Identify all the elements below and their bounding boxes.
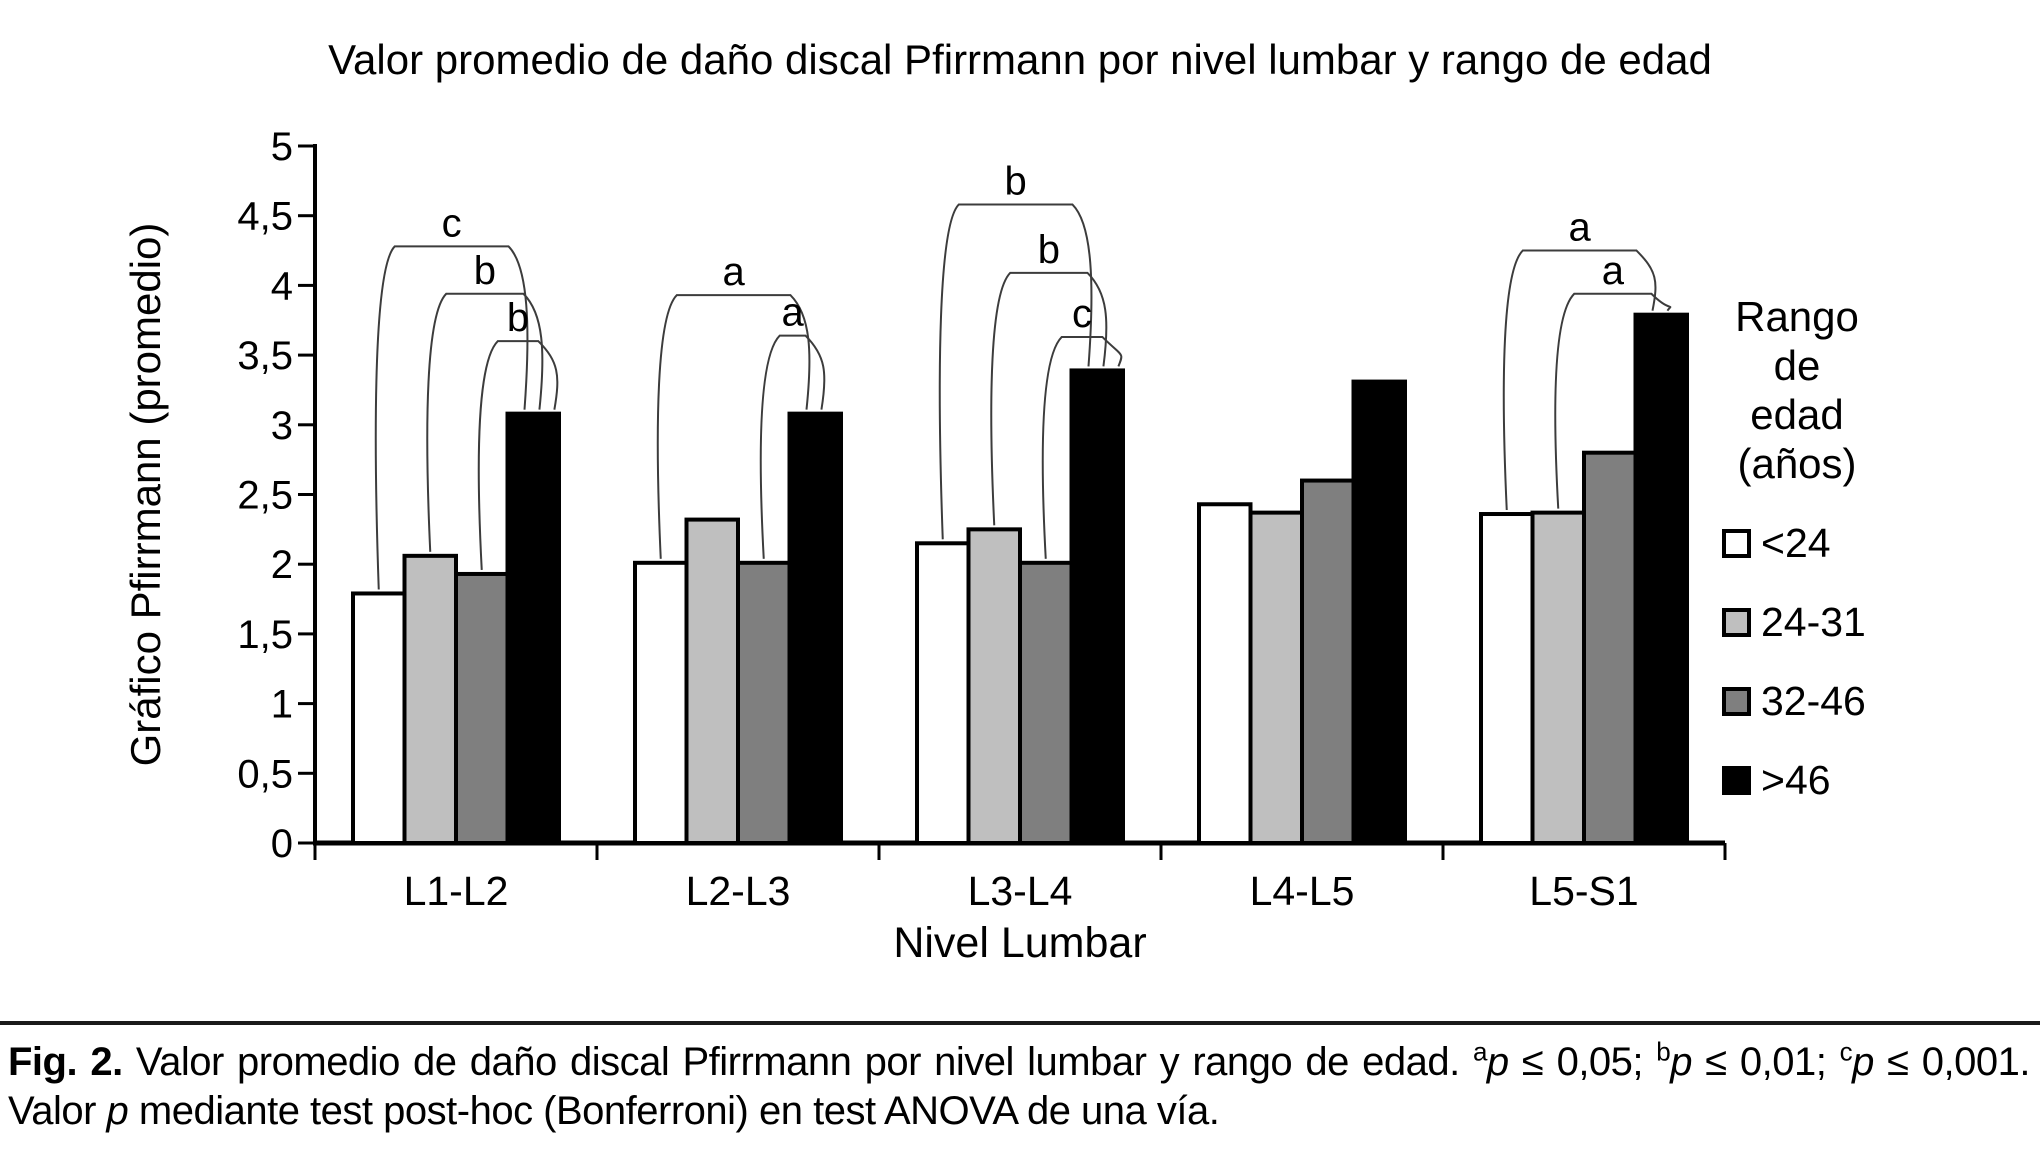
- legend-title: Rango de edad (años): [1722, 292, 1872, 488]
- bar-L3-L4-<24: [915, 541, 971, 845]
- caption-segment: ≤ 0,01;: [1691, 1040, 1840, 1084]
- significance-bracket: [990, 271, 1108, 526]
- bar-L4-L5-24-31: [1248, 510, 1304, 845]
- legend-label: >46: [1761, 757, 1831, 803]
- y-tick-label: 2: [271, 543, 293, 587]
- caption-segment: mediante test post-hoc (Bonferroni) en t…: [128, 1089, 1220, 1133]
- bar-L1-L2->46: [505, 411, 561, 845]
- bar-L3-L4-24-31: [966, 527, 1022, 845]
- significance-letter: a: [722, 250, 745, 294]
- significance-bracket: [477, 340, 559, 571]
- x-category-label: L2-L3: [686, 868, 791, 914]
- significance-bracket: [938, 203, 1093, 540]
- caption-segment: c: [1839, 1036, 1853, 1067]
- significance-letter: b: [474, 249, 496, 293]
- chart-plot: 0 0,5 1 1,5 2 2,5 3 3,5 4 4,5 5 L1-L2 L2-L3 L3-L4 L4-L…: [237, 125, 1727, 914]
- significance-letter: b: [1004, 160, 1026, 204]
- significance-letter: a: [1568, 206, 1591, 250]
- significance-bracket: [1041, 335, 1123, 559]
- x-category-label: L4-L5: [1250, 868, 1355, 914]
- bar-L5-S1-32-46: [1582, 450, 1638, 845]
- chart-title: Valor promedio de daño discal Pfirrmann …: [328, 36, 1712, 83]
- bar-L2-L3-<24: [633, 560, 689, 846]
- significance-bracket: [426, 292, 544, 552]
- caption-segment: ≤ 0,001. Valor: [8, 1040, 2030, 1133]
- caption-segment: b: [1656, 1036, 1671, 1067]
- legend-item: >46: [1722, 741, 1907, 820]
- legend-title-line: Rango: [1735, 293, 1859, 340]
- bar-L1-L2-24-31: [402, 553, 458, 845]
- y-tick-label: 3,5: [237, 334, 293, 378]
- bar-L1-L2-32-46: [454, 571, 510, 845]
- x-axis-title: Nivel Lumbar: [893, 919, 1147, 967]
- significance-letter: b: [507, 296, 529, 340]
- legend-label: 32-46: [1761, 678, 1866, 724]
- figure-caption: Fig. 2. Valor promedio de daño discal Pf…: [8, 1038, 2030, 1136]
- legend-item: 24-31: [1722, 583, 1907, 662]
- caption-segment: p: [106, 1089, 129, 1133]
- bar-L2-L3->46: [787, 411, 843, 845]
- legend-item: <24: [1722, 504, 1907, 583]
- significance-letter: c: [1072, 292, 1092, 336]
- bar-L3-L4-32-46: [1018, 560, 1074, 846]
- bar-L1-L2-<24: [351, 591, 407, 845]
- significance-bracket: [656, 294, 811, 559]
- caption-segment: Valor promedio de daño discal Pfirrmann …: [122, 1040, 1473, 1084]
- x-category-label: L5-S1: [1529, 868, 1638, 914]
- significance-bracket: [1502, 249, 1657, 511]
- legend-swatch: [1722, 529, 1751, 558]
- significance-bracket: [759, 334, 826, 559]
- significance-bracket: [374, 245, 529, 590]
- significance-bracket: [1554, 292, 1672, 509]
- significance-letter: a: [781, 291, 804, 335]
- legend-title-line: (años): [1737, 440, 1857, 487]
- bar-L5-S1->46: [1633, 312, 1689, 845]
- caption-segment: a: [1472, 1036, 1487, 1067]
- legend-items: <24 24-31 32-46 >46: [1722, 504, 1907, 820]
- legend-title-line: de edad: [1750, 342, 1844, 438]
- y-tick-label: 0,5: [237, 752, 293, 796]
- legend-label: 24-31: [1761, 599, 1866, 645]
- bar-L4-L5->46: [1351, 379, 1407, 845]
- y-tick-label: 1,5: [237, 613, 293, 657]
- y-tick-label: 2,5: [237, 474, 293, 518]
- caption-segment: p: [1486, 1040, 1509, 1084]
- caption-segment: p: [1670, 1040, 1692, 1084]
- legend-swatch: [1722, 766, 1751, 795]
- caption-segment: Fig. 2.: [8, 1040, 123, 1084]
- caption-segment: ≤ 0,05;: [1508, 1040, 1657, 1084]
- y-tick-label: 4: [271, 264, 293, 308]
- legend-item: 32-46: [1722, 662, 1907, 741]
- caption-segment: p: [1852, 1040, 1874, 1084]
- y-tick-label: 3: [271, 404, 293, 448]
- bar-L4-L5-32-46: [1300, 478, 1356, 845]
- bar-L3-L4->46: [1069, 368, 1125, 845]
- legend-swatch: [1722, 687, 1751, 716]
- bar-L4-L5-<24: [1197, 502, 1253, 845]
- y-tick-label: 1: [271, 683, 293, 727]
- legend-swatch: [1722, 608, 1751, 637]
- bar-L5-S1-<24: [1479, 512, 1535, 845]
- x-category-label: L1-L2: [404, 868, 509, 914]
- y-tick-label: 5: [271, 125, 293, 169]
- caption-divider: [0, 1021, 2040, 1025]
- x-category-label: L3-L4: [968, 868, 1073, 914]
- y-tick-label: 0: [271, 822, 293, 866]
- significance-letter: a: [1602, 249, 1625, 293]
- legend: Rango de edad (años) <24 24-31 32-46 >46: [1722, 292, 1907, 820]
- significance-letter: b: [1038, 228, 1060, 272]
- y-tick-label: 4,5: [237, 195, 293, 239]
- bar-L2-L3-32-46: [736, 560, 792, 846]
- significance-letter: c: [442, 201, 462, 245]
- legend-label: <24: [1761, 520, 1831, 566]
- bar-L2-L3-24-31: [684, 517, 740, 845]
- bar-L5-S1-24-31: [1530, 510, 1586, 845]
